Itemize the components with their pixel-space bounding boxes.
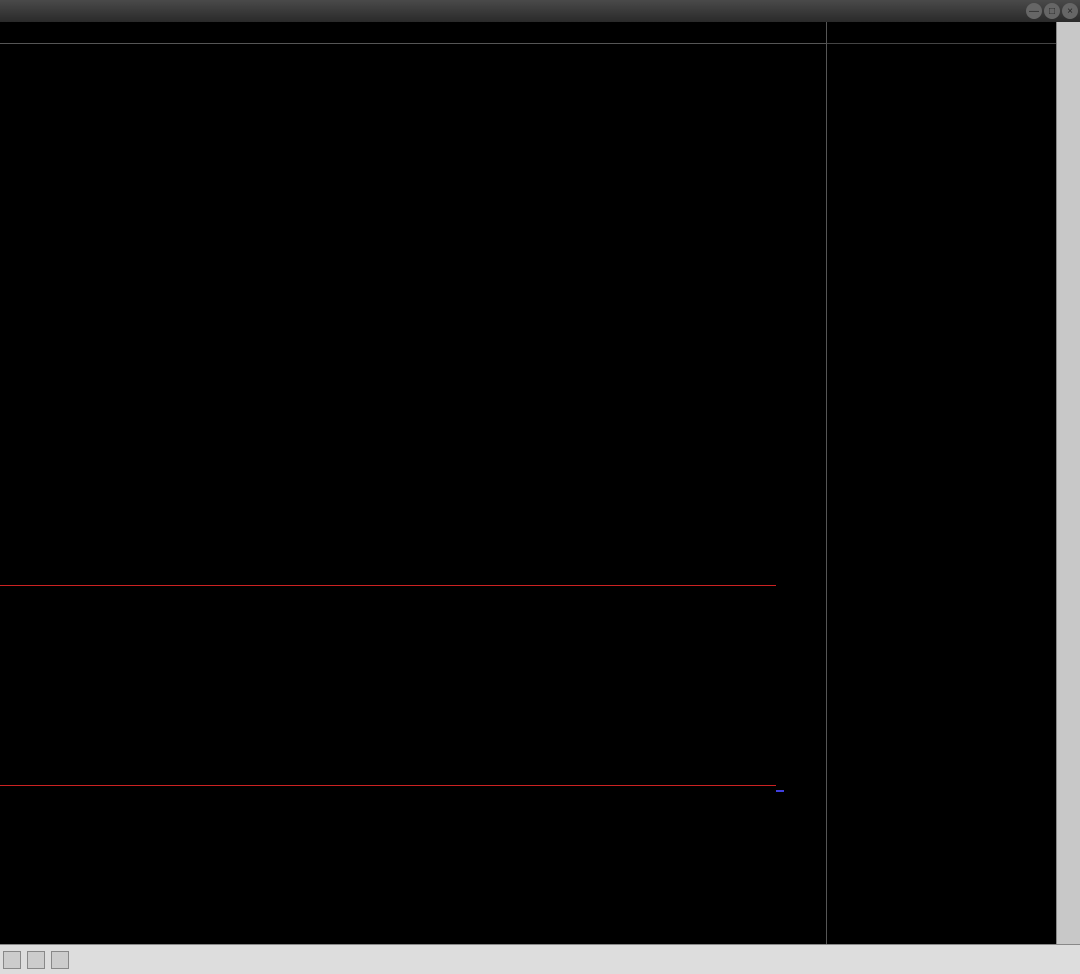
quote-panel xyxy=(826,22,1056,944)
maximize-icon[interactable]: □ xyxy=(1044,3,1060,19)
title-bar-right: — □ × xyxy=(1024,3,1078,19)
statusbar-button[interactable] xyxy=(3,951,21,969)
volume-axis xyxy=(776,585,826,785)
volume-chart[interactable] xyxy=(0,585,776,785)
statusbar-button[interactable] xyxy=(27,951,45,969)
status-bar xyxy=(0,944,1080,974)
close-icon[interactable]: × xyxy=(1062,3,1078,19)
candlestick-chart[interactable] xyxy=(0,44,776,585)
oscillator-axis xyxy=(776,785,826,943)
vertical-toolbar xyxy=(1056,22,1080,944)
price-axis xyxy=(776,44,826,585)
minimize-icon[interactable]: — xyxy=(1026,3,1042,19)
oscillator-current-value xyxy=(776,790,784,792)
statusbar-button[interactable] xyxy=(51,951,69,969)
quote-ratio-row xyxy=(827,39,1056,41)
title-bar: — □ × xyxy=(0,0,1080,22)
oscillator-chart[interactable] xyxy=(0,785,776,943)
